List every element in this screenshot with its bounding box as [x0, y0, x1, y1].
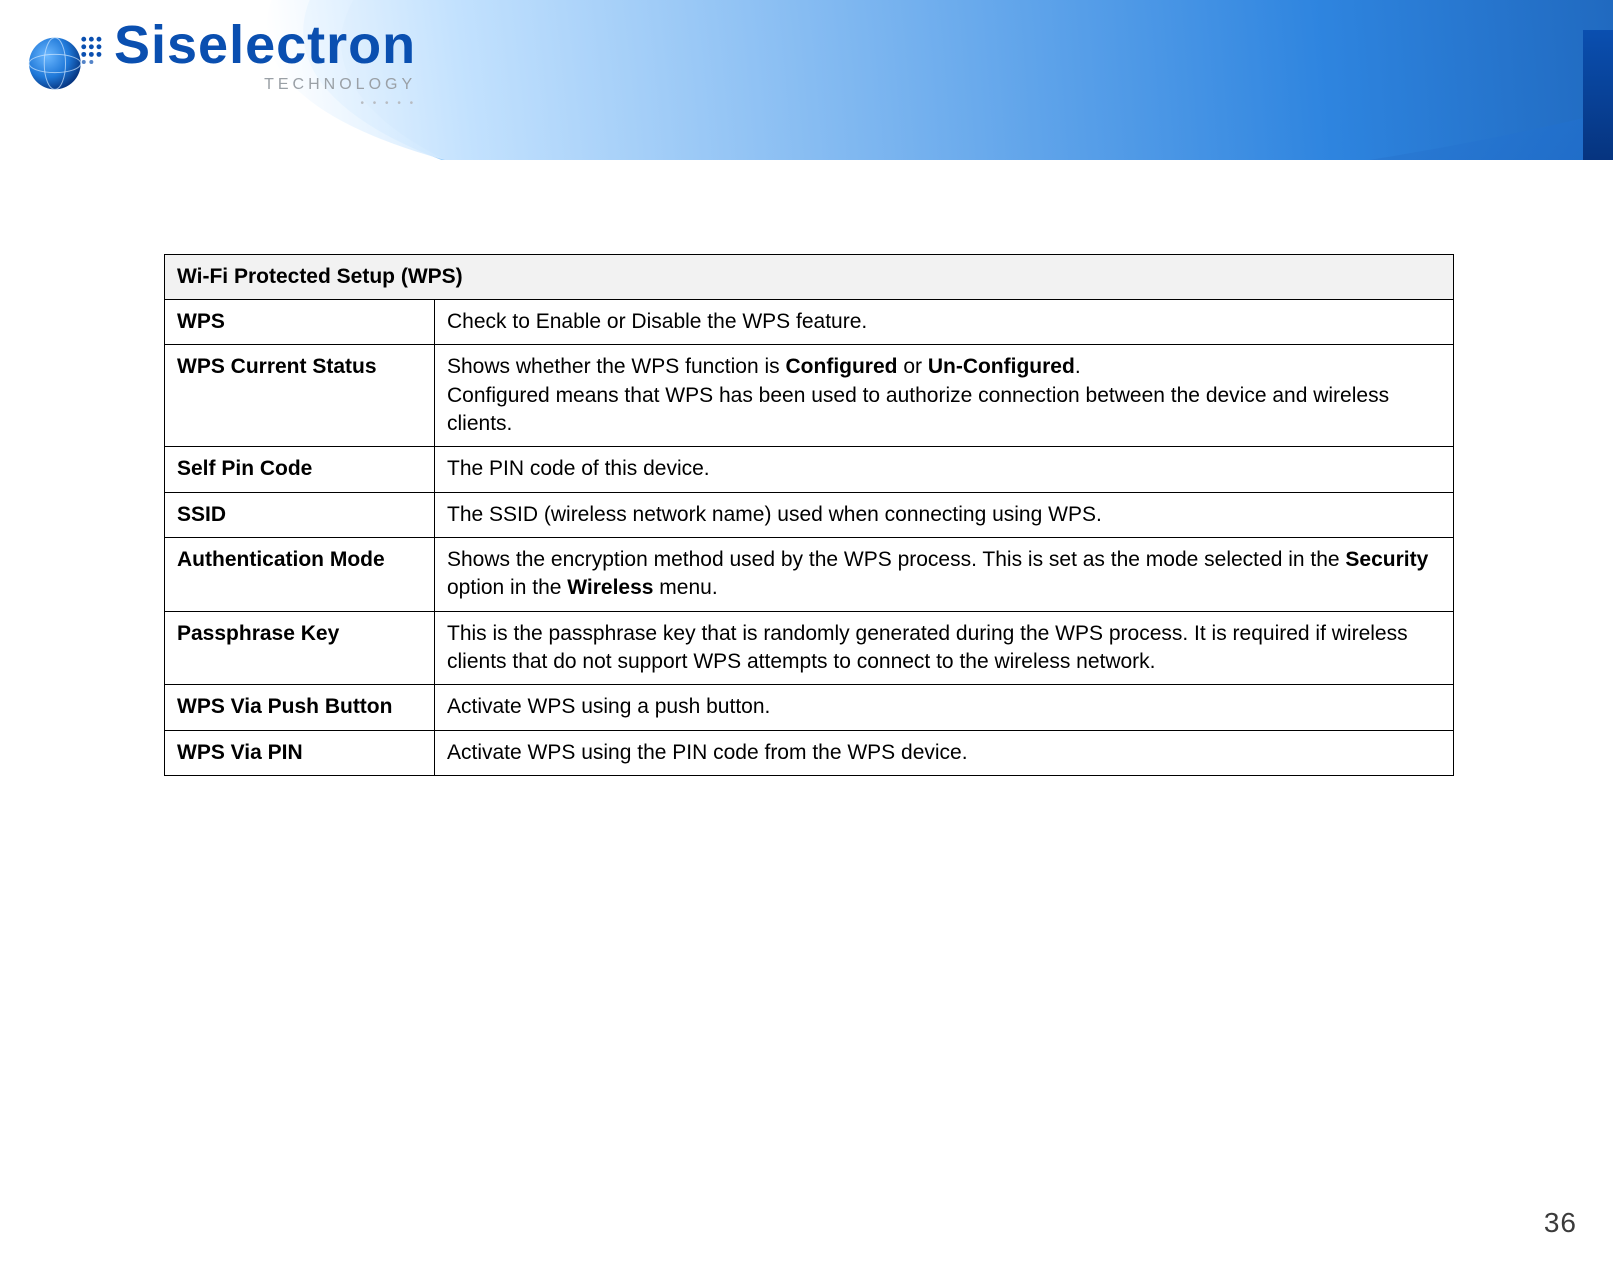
banner-swoosh-front	[235, 0, 1613, 160]
brand-subline: TECHNOLOGY	[114, 76, 416, 94]
table-row: WPS Check to Enable or Disable the WPS f…	[165, 300, 1454, 345]
table-header-row: Wi-Fi Protected Setup (WPS)	[165, 255, 1454, 300]
row-label: Authentication Mode	[165, 538, 435, 612]
desc-bold: Configured	[786, 355, 898, 378]
banner-tail	[1583, 30, 1613, 160]
brand-dots: • • • • •	[114, 98, 416, 109]
desc-text: Check to Enable or Disable the WPS featu…	[447, 310, 867, 333]
desc-text: Shows whether the WPS function is	[447, 355, 786, 378]
row-label: WPS	[165, 300, 435, 345]
table-row: WPS Via PIN Activate WPS using the PIN c…	[165, 730, 1454, 775]
desc-bold: Un-Configured	[928, 355, 1075, 378]
row-desc: Activate WPS using the PIN code from the…	[435, 730, 1454, 775]
row-desc: The PIN code of this device.	[435, 447, 1454, 492]
row-desc: Shows the encryption method used by the …	[435, 538, 1454, 612]
table-row: WPS Current Status Shows whether the WPS…	[165, 345, 1454, 447]
row-desc: The SSID (wireless network name) used wh…	[435, 492, 1454, 537]
row-desc: This is the passphrase key that is rando…	[435, 611, 1454, 685]
desc-bold: Security	[1345, 548, 1428, 571]
row-label: WPS Via PIN	[165, 730, 435, 775]
row-desc: Check to Enable or Disable the WPS featu…	[435, 300, 1454, 345]
table-row: Self Pin Code The PIN code of this devic…	[165, 447, 1454, 492]
desc-text: option in the	[447, 576, 567, 599]
desc-text: Activate WPS using the PIN code from the…	[447, 741, 968, 764]
brand-name: Siselectron	[114, 18, 416, 72]
desc-text: menu.	[653, 576, 717, 599]
row-label: Self Pin Code	[165, 447, 435, 492]
table-row: WPS Via Push Button Activate WPS using a…	[165, 685, 1454, 730]
row-label: WPS Via Push Button	[165, 685, 435, 730]
row-desc: Shows whether the WPS function is Config…	[435, 345, 1454, 447]
table-row: SSID The SSID (wireless network name) us…	[165, 492, 1454, 537]
globe-icon	[26, 24, 102, 100]
brand-text: Siselectron TECHNOLOGY • • • • •	[114, 18, 416, 109]
desc-bold: Wireless	[567, 576, 653, 599]
row-desc: Activate WPS using a push button.	[435, 685, 1454, 730]
row-label: WPS Current Status	[165, 345, 435, 447]
brand-logo: Siselectron TECHNOLOGY • • • • •	[26, 18, 416, 109]
table-row: Authentication Mode Shows the encryption…	[165, 538, 1454, 612]
table-row: Passphrase Key This is the passphrase ke…	[165, 611, 1454, 685]
desc-text: or	[897, 355, 927, 378]
desc-text: Shows the encryption method used by the …	[447, 548, 1345, 571]
header-banner: Siselectron TECHNOLOGY • • • • •	[0, 0, 1613, 160]
row-label: SSID	[165, 492, 435, 537]
desc-text: The SSID (wireless network name) used wh…	[447, 503, 1102, 526]
table-title: Wi-Fi Protected Setup (WPS)	[165, 255, 1454, 300]
wps-table: Wi-Fi Protected Setup (WPS) WPS Check to…	[164, 254, 1454, 776]
content-region: Wi-Fi Protected Setup (WPS) WPS Check to…	[164, 254, 1454, 776]
desc-text: The PIN code of this device.	[447, 457, 710, 480]
page-number: 36	[1544, 1207, 1577, 1239]
desc-text: Activate WPS using a push button.	[447, 695, 770, 718]
row-label: Passphrase Key	[165, 611, 435, 685]
desc-text: This is the passphrase key that is rando…	[447, 622, 1408, 673]
